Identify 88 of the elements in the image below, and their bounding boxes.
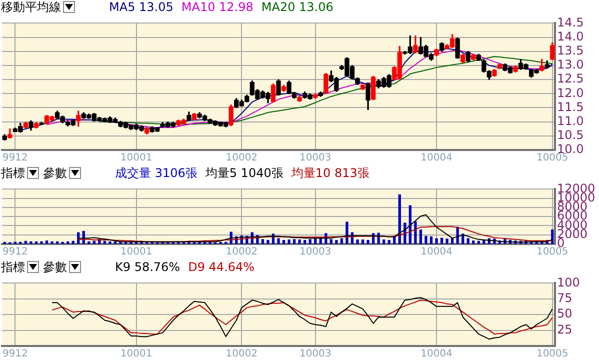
x-tick-label: 10001 (120, 348, 152, 360)
bar (288, 240, 290, 244)
x-tick-label: 10004 (420, 152, 452, 164)
x-tick-label: 10003 (299, 348, 332, 360)
text: MA5 13.05 (109, 0, 174, 14)
bar (103, 240, 106, 244)
y-tick-label: 13.0 (557, 58, 584, 72)
bar (45, 240, 48, 244)
bar (298, 240, 301, 244)
bar (430, 236, 433, 244)
x-tick-label: 9912 (2, 348, 28, 360)
bar (24, 240, 28, 244)
x-tick-label: 9912 (2, 152, 28, 164)
y-tick-label: 100 (557, 275, 580, 290)
bar (472, 240, 475, 244)
text: 參數 (43, 164, 67, 182)
bar (319, 238, 322, 244)
x-tick-label: 10003 (299, 152, 332, 164)
bar (424, 236, 428, 244)
bar (340, 238, 344, 244)
y-tick-label: 11.0 (557, 114, 584, 128)
bar (446, 238, 448, 244)
bar (88, 241, 90, 244)
bar (330, 239, 332, 244)
bar (346, 222, 348, 244)
text: 移動平均線 (1, 0, 61, 16)
text: K9 58.76% (115, 260, 180, 274)
bar (66, 241, 70, 244)
y-tick-label: 13.5 (557, 44, 584, 58)
bar (308, 239, 312, 244)
y-tick-label: 25 (557, 322, 572, 336)
bar (266, 240, 270, 244)
text: 均量5 1040張 (205, 164, 284, 182)
y-tick-label: 12.0 (557, 86, 584, 100)
x-tick-label: 10002 (226, 152, 258, 164)
bar (361, 240, 364, 244)
text: MA20 13.06 (261, 0, 334, 14)
x-tick-label: 10001 (120, 152, 152, 164)
y-tick-label: 14.0 (557, 29, 584, 44)
bar (435, 238, 438, 244)
bar (92, 240, 96, 244)
text: 參數 (43, 258, 67, 276)
text: MA10 12.98 (181, 0, 254, 14)
bar (419, 230, 422, 244)
text: 均量10 813張 (291, 164, 370, 182)
bar (477, 240, 480, 244)
y-tick-label: 12.5 (557, 72, 584, 86)
y-tick-label: 50 (557, 306, 572, 321)
bar (34, 241, 38, 244)
bar (304, 240, 306, 244)
bar (388, 240, 390, 244)
x-tick-label: 10004 (420, 246, 452, 258)
bar (398, 194, 401, 244)
bar (40, 241, 43, 244)
x-tick-label: 10004 (420, 348, 452, 360)
bar (277, 238, 280, 244)
x-tick-label: 9912 (2, 246, 28, 258)
bar (72, 240, 74, 244)
bar (414, 221, 417, 244)
x-tick-label: 10005 (536, 348, 568, 360)
bar (282, 240, 286, 244)
y-tick-label: 11.5 (557, 100, 584, 114)
x-tick-label: 10003 (299, 246, 332, 258)
bar (261, 239, 264, 244)
x-tick-label: 10002 (226, 348, 258, 360)
bar (440, 238, 444, 244)
y-tick-label: 75 (557, 291, 572, 306)
text: D9 44.64% (188, 260, 255, 274)
text: 指標 (1, 164, 25, 182)
bar (335, 240, 338, 244)
text: 指標 (1, 258, 25, 276)
bar (292, 239, 296, 244)
text: 成交量 3106張 (115, 164, 198, 182)
bar (56, 241, 59, 244)
bar (30, 241, 32, 244)
bar (356, 240, 359, 244)
bar (366, 240, 370, 244)
x-tick-label: 10001 (120, 246, 152, 258)
bar (50, 241, 54, 244)
y-tick-label: 14.5 (557, 15, 584, 30)
bar (466, 238, 470, 244)
bar (114, 241, 117, 244)
y-tick-label: 10.5 (557, 128, 584, 142)
x-tick-label: 10002 (226, 246, 258, 258)
bar (377, 232, 380, 244)
bar (314, 238, 317, 244)
bar (108, 241, 112, 244)
bar (382, 240, 386, 244)
